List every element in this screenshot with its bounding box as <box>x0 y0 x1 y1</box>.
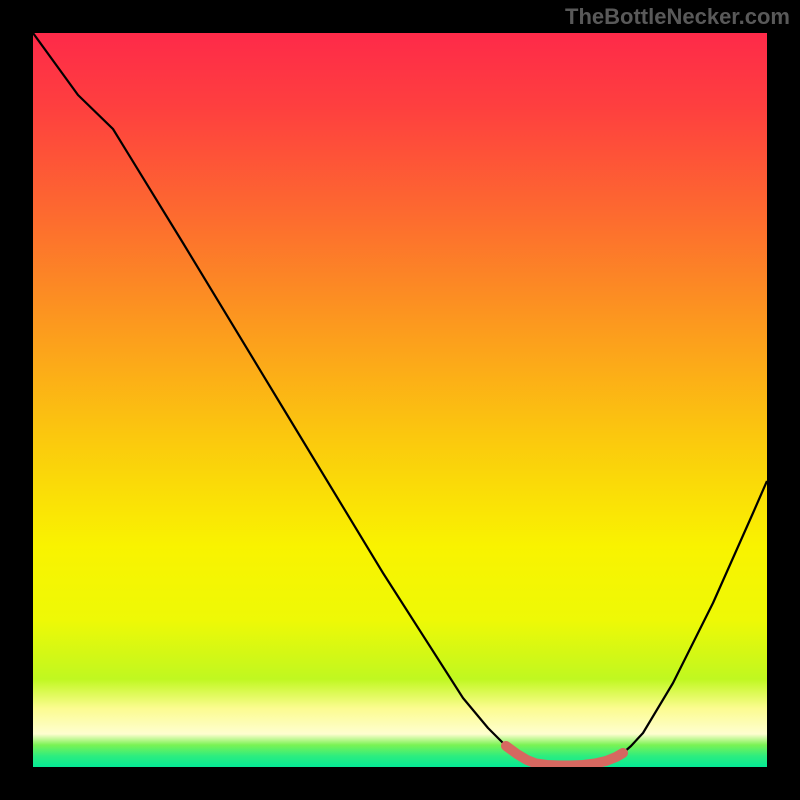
watermark-text: TheBottleNecker.com <box>565 4 790 30</box>
chart-container: TheBottleNecker.com <box>0 0 800 800</box>
plot-svg <box>33 33 767 767</box>
gradient-background <box>33 33 767 767</box>
plot-area <box>33 33 767 767</box>
